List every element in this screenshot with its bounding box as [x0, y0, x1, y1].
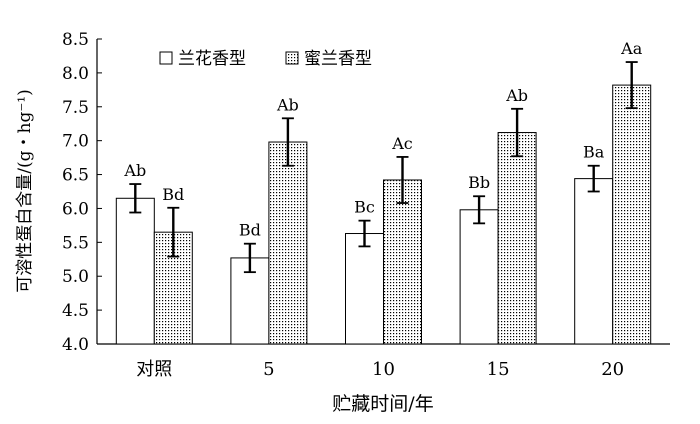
y-tick-label: 4.0	[62, 335, 89, 355]
legend-label-series-1: 兰花香型	[178, 49, 246, 69]
y-tick-label: 8.5	[62, 30, 89, 50]
x-tick-label: 10	[372, 359, 395, 380]
y-tick-label: 5.5	[62, 233, 89, 253]
x-tick-label: 5	[263, 359, 274, 380]
bar-series-1	[574, 178, 614, 345]
significance-label: Ab	[505, 86, 528, 105]
bar-series-2	[268, 141, 308, 345]
y-tick-label: 6.5	[62, 166, 89, 186]
y-tick-label: 8.0	[62, 64, 89, 84]
legend-label-series-2: 蜜兰香型	[304, 49, 372, 69]
significance-label: Bc	[354, 198, 375, 217]
bar-series-1	[115, 197, 155, 345]
y-tick-label: 7.5	[62, 98, 89, 118]
significance-label: Bb	[468, 173, 490, 192]
bar-series-2	[497, 132, 537, 345]
bar-series-1	[345, 233, 384, 345]
significance-label: Aa	[620, 39, 643, 58]
bar-series-1	[459, 209, 499, 345]
x-tick-label: 20	[601, 359, 624, 380]
y-tick-label: 5.0	[62, 267, 89, 287]
x-tick-label: 对照	[136, 359, 172, 380]
y-tick-label: 4.5	[62, 301, 89, 321]
legend: 兰花香型 蜜兰香型	[159, 49, 372, 69]
significance-label: Ac	[391, 134, 413, 153]
y-tick-label: 6.0	[62, 199, 89, 219]
significance-label: Ab	[123, 161, 146, 180]
significance-label: Bd	[162, 185, 184, 204]
significance-label: Ab	[276, 95, 299, 114]
y-tick-label: 7.0	[62, 132, 89, 152]
x-axis-title: 贮藏时间/年	[332, 393, 433, 415]
bar-series-2	[383, 179, 422, 345]
x-ticks: 对照 5 10 15 20	[136, 359, 624, 380]
significance-label: Bd	[239, 221, 261, 240]
legend-swatch-series-2	[285, 51, 299, 65]
y-axis-title: 可溶性蛋白含量/(g・hg⁻¹)	[15, 89, 35, 293]
significance-labels: Ab Bd Bd Ab Bc Ac Bb Ab Ba Aa	[123, 39, 642, 240]
bar-series-2	[612, 84, 652, 345]
y-ticks: 4.0 4.5 5.0 5.5 6.0 6.5 7.0 7.5 8.0 8.5	[62, 30, 102, 355]
x-tick-label: 15	[487, 359, 510, 380]
legend-swatch-series-1	[159, 51, 173, 65]
bars	[115, 84, 652, 345]
error-bars	[129, 61, 638, 274]
significance-label: Ba	[583, 143, 605, 162]
